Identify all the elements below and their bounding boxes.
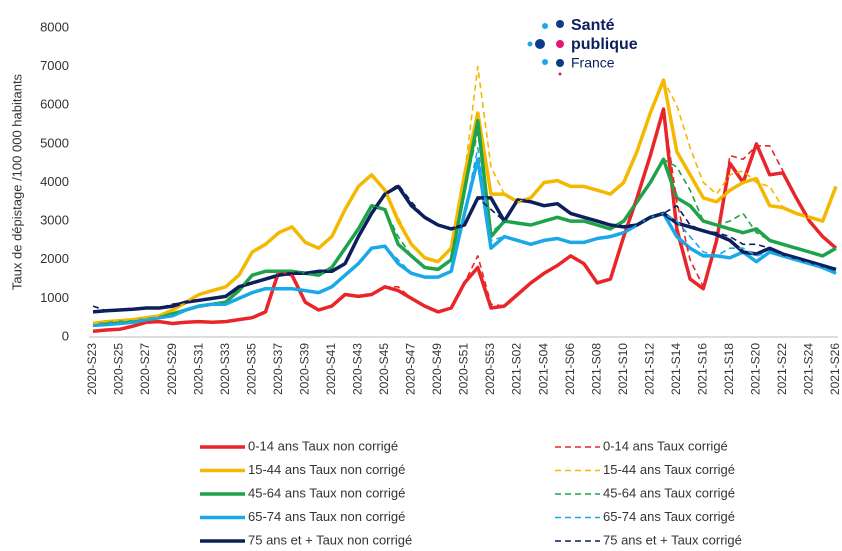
x-tick-label: 2021-S18	[722, 343, 736, 395]
x-tick-label: 2020-S33	[218, 343, 232, 395]
series-line	[92, 146, 837, 327]
y-axis-label: Taux de dépistage /100 000 habitants	[9, 73, 24, 290]
legend-label: 15-44 ans Taux non corrigé	[248, 462, 405, 477]
x-tick-label: 2021-S22	[775, 343, 789, 395]
x-tick-label: 2020-S39	[297, 343, 311, 395]
x-tick-label: 2020-S41	[324, 343, 338, 395]
logo: Santé publique France	[527, 17, 638, 76]
legend-label: 45-64 ans Taux corrigé	[603, 485, 735, 500]
legend-label: 65-74 ans Taux corrigé	[603, 509, 735, 524]
series-line	[92, 108, 837, 332]
series-line	[92, 131, 837, 327]
x-tick-label: 2020-S47	[404, 343, 418, 395]
x-tick-label: 2021-S26	[828, 343, 842, 395]
x-tick-label: 2020-S53	[483, 343, 497, 395]
legend-label: 75 ans et + Taux corrigé	[603, 532, 742, 547]
legend-label: 65-74 ans Taux non corrigé	[248, 509, 405, 524]
y-tick-label: 4000	[40, 174, 69, 189]
x-tick-label: 2021-S12	[642, 343, 656, 395]
x-tick-label: 2021-S20	[749, 343, 763, 395]
logo-dot	[556, 20, 564, 28]
y-tick-label: 1000	[40, 290, 69, 305]
x-tick-label: 2021-S04	[536, 343, 550, 395]
logo-text: France	[571, 55, 615, 71]
logo-text: Santé	[571, 17, 615, 34]
logo-dot	[558, 72, 562, 76]
x-tick-label: 2021-S10	[616, 343, 630, 395]
x-tick-label: 2020-S43	[351, 343, 365, 395]
x-tick-label: 2020-S27	[138, 343, 152, 395]
x-tick-label: 2020-S51	[457, 343, 471, 395]
x-tick-label: 2020-S31	[191, 343, 205, 395]
logo-dot	[556, 59, 564, 67]
y-tick-label: 7000	[40, 58, 69, 73]
x-tick-label: 2020-S45	[377, 343, 391, 395]
series-line	[92, 183, 837, 312]
x-tick-label: 2021-S06	[563, 343, 577, 395]
legend-label: 0-14 ans Taux corrigé	[603, 438, 728, 453]
logo-dot	[542, 23, 548, 29]
y-tick-label: 8000	[40, 19, 69, 34]
x-tick-label: 2021-S02	[510, 343, 524, 395]
logo-dot	[527, 41, 533, 47]
x-tick-label: 2021-S24	[802, 343, 816, 395]
y-tick-label: 2000	[40, 251, 69, 266]
legend-label: 75 ans et + Taux non corrigé	[248, 532, 412, 547]
logo-dot	[535, 39, 545, 49]
x-tick-label: 2020-S35	[244, 343, 258, 395]
x-tick-label: 2020-S23	[85, 343, 99, 395]
x-tick-label: 2020-S49	[430, 343, 444, 395]
logo-dot	[556, 40, 564, 48]
logo-text: publique	[571, 36, 638, 53]
logo-dot	[542, 59, 548, 65]
x-tick-label: 2020-S25	[112, 343, 126, 395]
y-tick-label: 6000	[40, 97, 69, 112]
x-tick-label: 2021-S08	[589, 343, 603, 395]
x-tick-label: 2020-S37	[271, 343, 285, 395]
legend-label: 45-64 ans Taux non corrigé	[248, 485, 405, 500]
y-tick-label: 5000	[40, 135, 69, 150]
series-line	[92, 65, 837, 325]
legend-label: 0-14 ans Taux non corrigé	[248, 438, 398, 453]
y-tick-label: 0	[62, 328, 69, 343]
x-tick-label: 2021-S16	[695, 343, 709, 395]
y-tick-label: 3000	[40, 213, 69, 228]
x-tick-label: 2021-S14	[669, 343, 683, 395]
legend-label: 15-44 ans Taux corrigé	[603, 462, 735, 477]
x-tick-label: 2020-S29	[165, 343, 179, 395]
